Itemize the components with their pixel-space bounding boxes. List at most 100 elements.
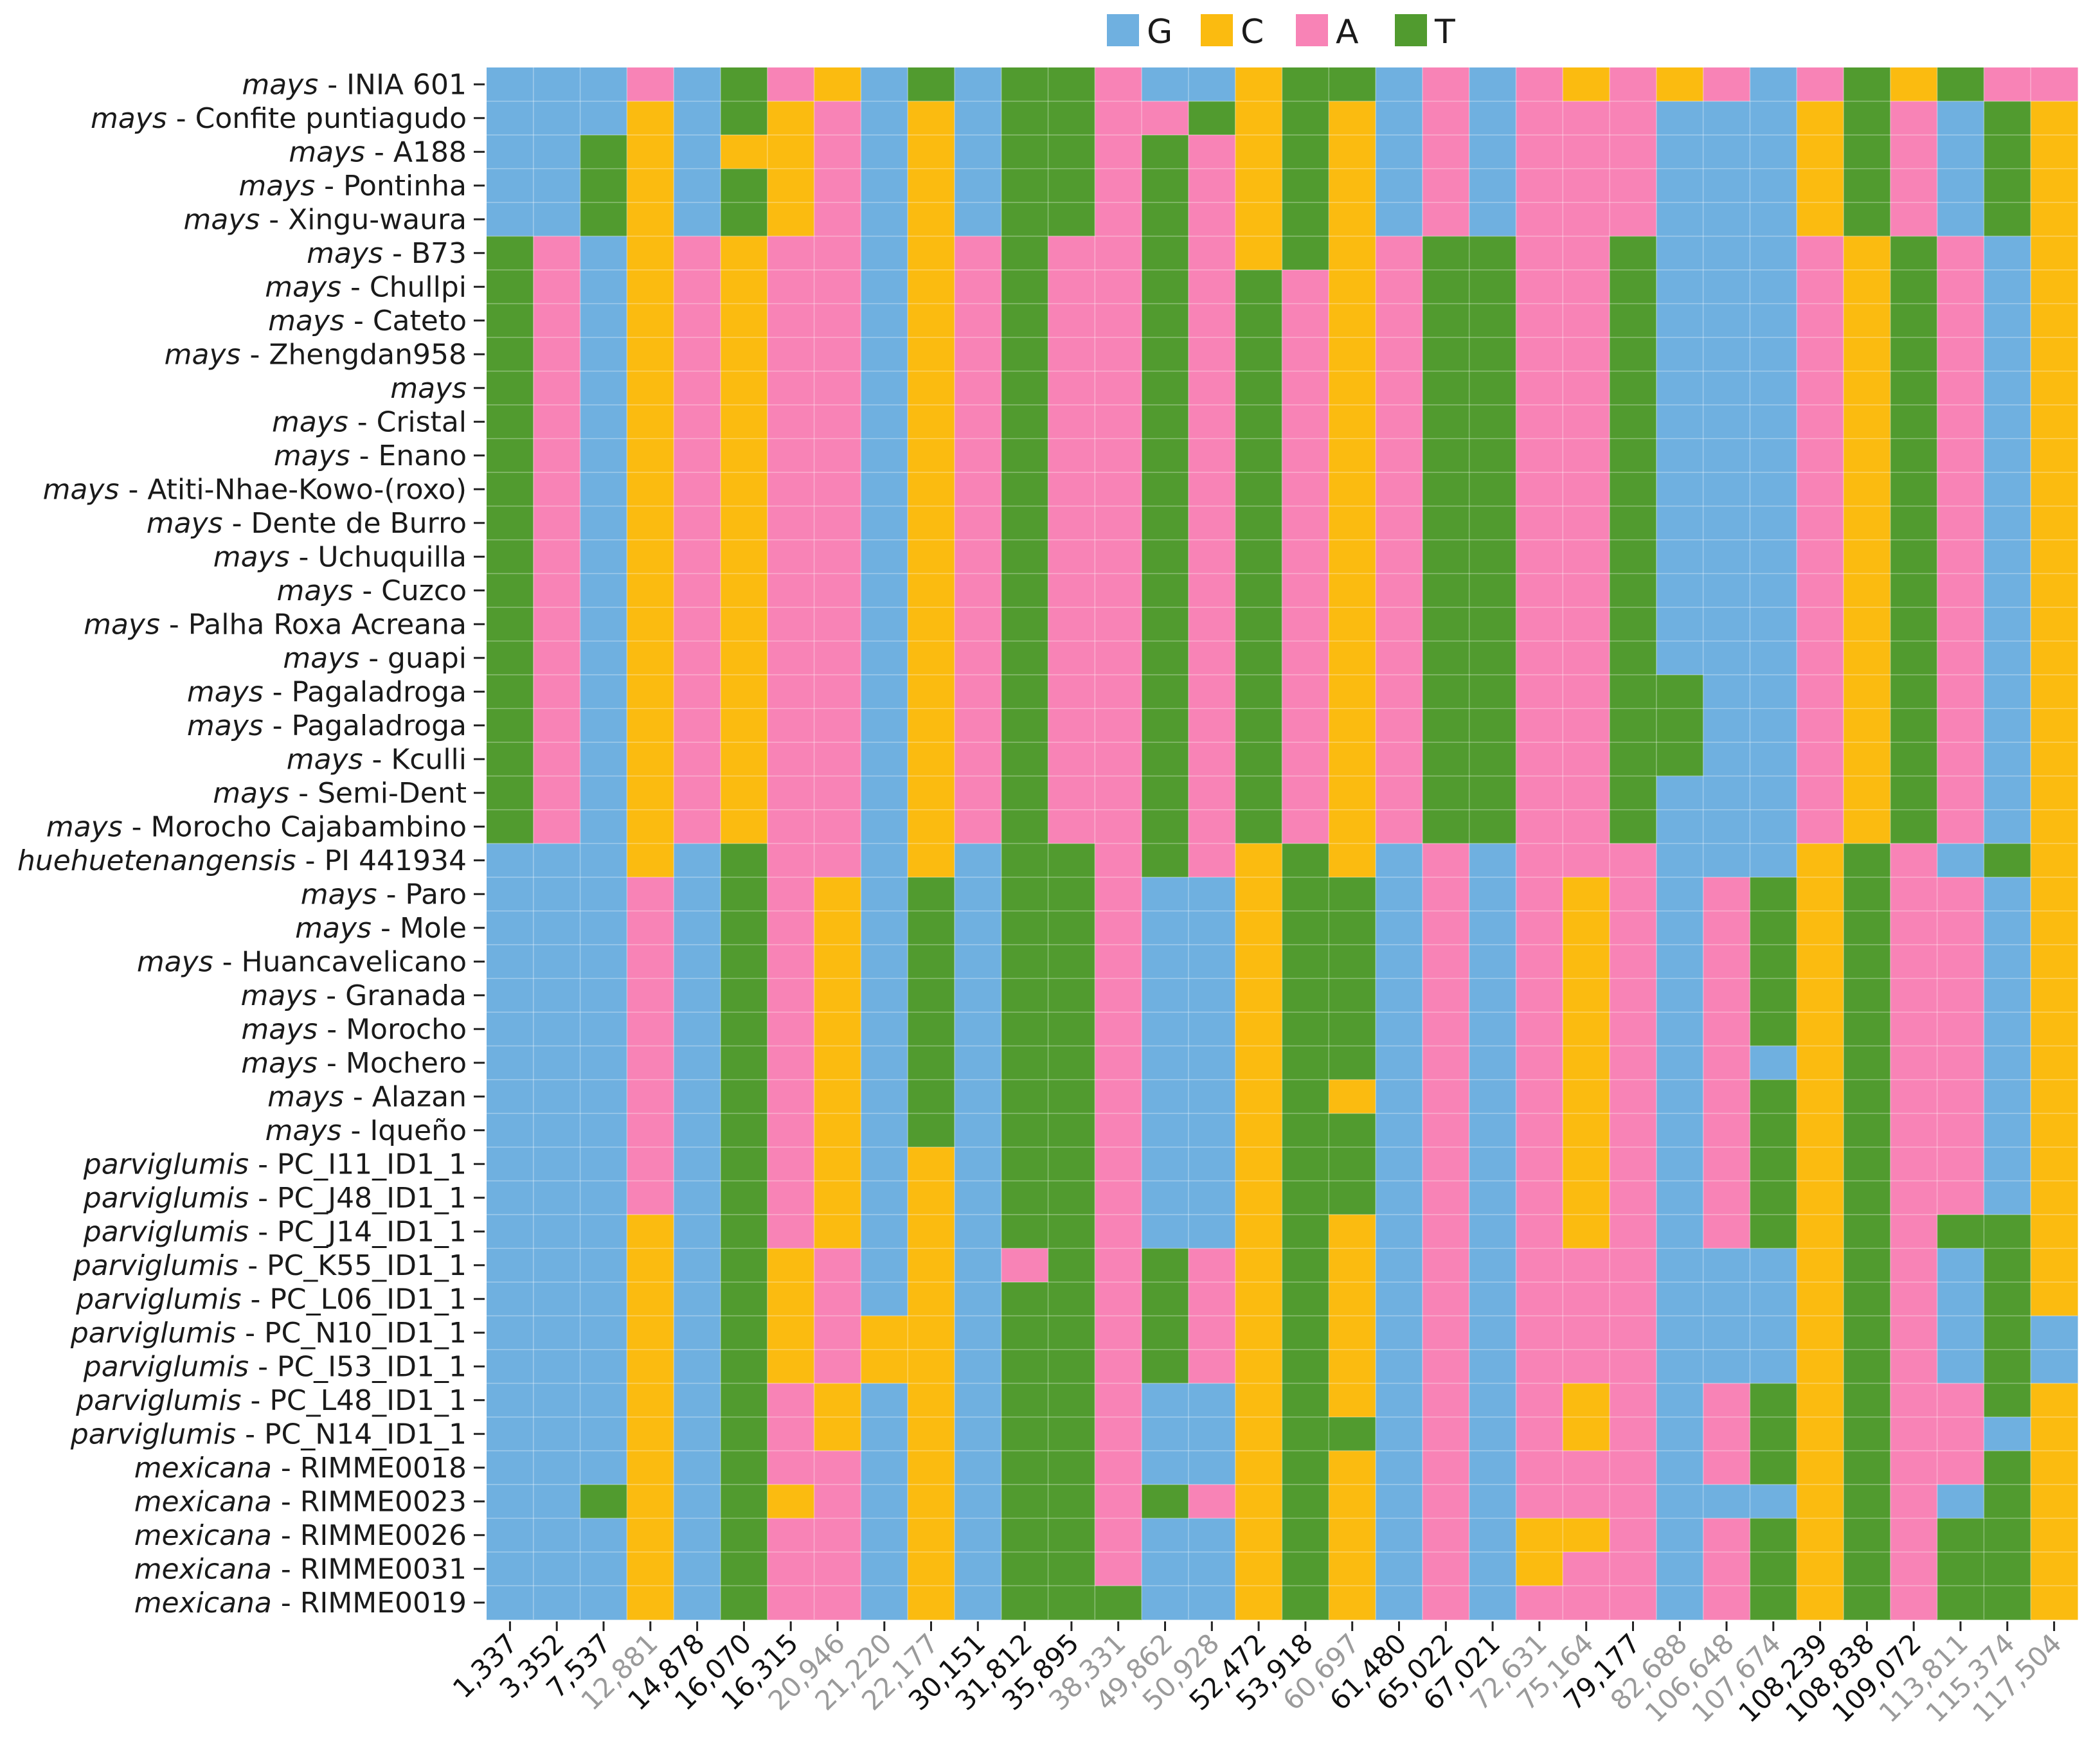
heatmap-cell [533,945,581,979]
heatmap-cell [767,1181,815,1215]
heatmap-cell [861,67,908,102]
heatmap-cell [1235,337,1283,372]
heatmap-cell [1844,1315,1891,1350]
heatmap-cell [767,1012,815,1047]
heatmap-cell [767,1113,815,1148]
heatmap-cell [1142,1518,1189,1553]
heatmap-cell [1563,1012,1610,1047]
heatmap-cell [767,1350,815,1384]
heatmap-cell [1422,270,1470,305]
heatmap-cell [1048,978,1095,1013]
heatmap-cell [1235,438,1283,473]
heatmap-cell [1844,405,1891,440]
row-label: mays - B73 [307,237,467,270]
heatmap-cell [580,1046,627,1080]
heatmap-cell [1937,1350,1985,1384]
heatmap-cell [627,270,674,305]
heatmap-cell [1329,1215,1376,1249]
heatmap-cell [1235,1248,1283,1283]
heatmap-cell [1329,911,1376,945]
heatmap-cell [1048,1350,1095,1384]
heatmap-cell [1142,168,1189,203]
heatmap-cell [861,1450,908,1485]
heatmap-cell [1797,810,1844,844]
heatmap-cell [908,1383,955,1418]
heatmap-cell [533,168,581,203]
heatmap-cell [1376,843,1423,878]
heatmap-cell [487,1181,534,1215]
heatmap-cell [1469,135,1517,170]
heatmap-cell [1937,945,1985,979]
heatmap-cell [674,1417,721,1452]
heatmap-cell [861,303,908,338]
heatmap-cell [767,236,815,271]
heatmap-cell [1984,708,2031,743]
heatmap-cell [1703,1282,1751,1317]
heatmap-cell [533,1383,581,1418]
heatmap-cell [767,540,815,575]
heatmap-cell [627,135,674,170]
heatmap-cell [1937,405,1985,440]
row-label: mays - Chullpi [265,271,467,303]
heatmap-cell [1656,506,1704,540]
heatmap-cell [767,675,815,709]
heatmap-cell [1282,202,1329,237]
heatmap-cell [1188,1147,1236,1182]
heatmap-cell [861,1113,908,1148]
heatmap-cell [2031,371,2078,406]
heatmap-cell [1001,1046,1049,1080]
heatmap-cell [1001,1315,1049,1350]
heatmap-cell [908,472,955,507]
heatmap-cell [1095,371,1142,406]
heatmap-cell [814,168,861,203]
heatmap-cell [1937,168,1985,203]
heatmap-cell [627,1450,674,1485]
heatmap-cell [580,405,627,440]
heatmap-cell [1422,1518,1470,1553]
heatmap-cell [2031,1113,2078,1148]
heatmap-cell [1656,978,1704,1013]
heatmap-cell [1422,506,1470,540]
heatmap-cell [1001,742,1049,777]
heatmap-cell [1095,1485,1142,1519]
heatmap-cell [720,472,768,507]
heatmap-cell [1516,776,1563,810]
heatmap-cell [767,1046,815,1080]
heatmap-cell [1797,1350,1844,1384]
heatmap-cell [1048,1552,1095,1587]
heatmap-cell [1095,877,1142,912]
heatmap-cell [1095,1552,1142,1587]
heatmap-cell [1797,337,1844,372]
heatmap-cell [1563,945,1610,979]
heatmap-cell [1001,270,1049,305]
heatmap-cell [1376,472,1423,507]
heatmap-cell [627,1080,674,1114]
heatmap-cell [767,506,815,540]
heatmap-cell [674,371,721,406]
heatmap-cell [861,1417,908,1452]
row-label: parviglumis - PC_K55_ID1_1 [73,1249,467,1282]
heatmap-cell [1563,1552,1610,1587]
heatmap-cell [674,168,721,203]
heatmap-cell [674,641,721,675]
heatmap-cell [767,573,815,608]
heatmap-cell [580,810,627,844]
heatmap-cell [1142,506,1189,540]
heatmap-cell [1937,1417,1985,1452]
row-label: mays - Enano [274,440,467,472]
heatmap-cell [533,540,581,575]
heatmap-cell [580,641,627,675]
heatmap-cell [580,1080,627,1114]
heatmap-cell [1001,911,1049,945]
heatmap-cell [1142,236,1189,271]
heatmap-cell [1797,1181,1844,1215]
heatmap-cell [1844,978,1891,1013]
heatmap-cell [1376,168,1423,203]
heatmap-cell [1516,135,1563,170]
heatmap-cell [1376,303,1423,338]
heatmap-cell [1750,270,1797,305]
heatmap-cell [533,1282,581,1317]
heatmap-cell [1563,1315,1610,1350]
heatmap-cell [627,1552,674,1587]
